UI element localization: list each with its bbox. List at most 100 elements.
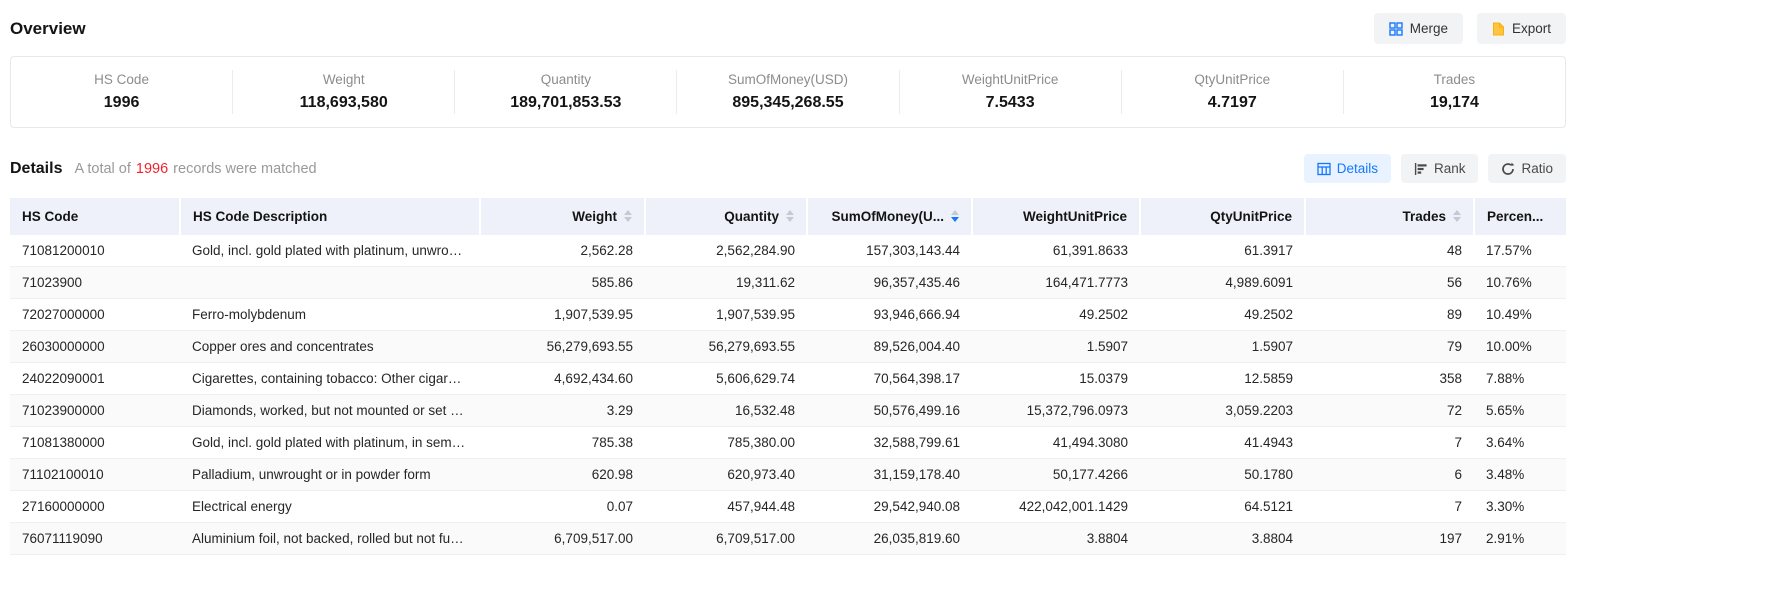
table-cell: 3.30% xyxy=(1474,490,1566,523)
sort-icon[interactable] xyxy=(786,210,794,223)
column-header-label: HS Code Description xyxy=(193,209,328,224)
view-button-ratio[interactable]: Ratio xyxy=(1488,154,1566,183)
table-cell: 31,159,178.40 xyxy=(807,458,972,491)
table-cell: 71081200010 xyxy=(10,235,180,267)
table-cell: Electrical energy xyxy=(180,490,480,523)
table-cell: 96,357,435.46 xyxy=(807,266,972,299)
column-header-label: Trades xyxy=(1402,209,1446,224)
table-row[interactable]: 72027000000 Ferro-molybdenum 1,907,539.95 1… xyxy=(10,298,1566,331)
table-cell: 457,944.48 xyxy=(645,490,807,523)
table-row[interactable]: 27160000000 Electrical energy 0.07 457,944.… xyxy=(10,490,1566,523)
table-cell: 1,907,539.95 xyxy=(480,298,645,331)
export-button[interactable]: Export xyxy=(1476,13,1566,44)
page: Overview Merge Export HS Code 1996 Weight 1… xyxy=(10,0,1566,555)
sort-icon[interactable] xyxy=(951,210,959,223)
table-cell: 1.5907 xyxy=(972,330,1140,363)
summary-card: HS Code 1996 Weight 118,693,580 Quantity 189,… xyxy=(10,56,1566,128)
table-cell: 4,989.6091 xyxy=(1140,266,1305,299)
column-header-hs-code-description: HS Code Description xyxy=(180,198,481,235)
table-cell: 29,542,940.08 xyxy=(807,490,972,523)
summary-stat: HS Code 1996 xyxy=(11,70,234,114)
column-header-label: WeightUnitPrice xyxy=(1022,209,1127,224)
view-button-label: Ratio xyxy=(1521,161,1553,176)
table-cell: 56,279,693.55 xyxy=(480,330,645,363)
matched-suffix: records were matched xyxy=(173,160,317,177)
view-button-label: Rank xyxy=(1433,161,1466,176)
table-cell: 41.4943 xyxy=(1140,426,1305,459)
table-cell: 164,471.7773 xyxy=(972,266,1140,299)
table-cell: 785,380.00 xyxy=(645,426,807,459)
table-body: 71081200010 Gold, incl. gold plated with … xyxy=(10,235,1566,555)
topbar: Overview Merge Export xyxy=(10,0,1566,56)
table-row[interactable]: 71081200010 Gold, incl. gold plated with … xyxy=(10,235,1566,267)
view-button-rank[interactable]: Rank xyxy=(1400,154,1479,183)
table-row[interactable]: 71081380000 Gold, incl. gold plated with … xyxy=(10,426,1566,459)
table-row[interactable]: 26030000000 Copper ores and concentrates 5… xyxy=(10,330,1566,363)
stat-value: 118,693,580 xyxy=(299,94,388,111)
table-cell: 15.0379 xyxy=(972,362,1140,395)
table-cell: 24022090001 xyxy=(10,362,180,395)
ratio-icon xyxy=(1501,162,1515,176)
stat-label: SumOfMoney(USD) xyxy=(727,72,848,87)
table-cell: 72027000000 xyxy=(10,298,180,331)
column-header-label: Quantity xyxy=(724,209,779,224)
column-header-label: SumOfMoney(U... xyxy=(831,209,944,224)
table-cell: 61,391.8633 xyxy=(972,235,1140,267)
table-cell: 64.5121 xyxy=(1140,490,1305,523)
stat-label: Trades xyxy=(1433,72,1476,87)
table-cell: 79 xyxy=(1305,330,1474,363)
summary-stat: Quantity 189,701,853.53 xyxy=(455,70,678,114)
table-row[interactable]: 71023900 585.86 19,311.62 96,357,435.46 164,… xyxy=(10,266,1566,299)
table-header-row: HS Code HS Code Description Weight Quantity… xyxy=(10,198,1566,235)
table-cell: 5.65% xyxy=(1474,394,1566,427)
table-cell: 4,692,434.60 xyxy=(480,362,645,395)
table-cell: Aluminium foil, not backed, rolled but n… xyxy=(180,522,480,555)
table-cell: 7 xyxy=(1305,490,1474,523)
table-cell: 5,606,629.74 xyxy=(645,362,807,395)
table-cell: 6 xyxy=(1305,458,1474,491)
stat-value: 1996 xyxy=(103,94,140,111)
table-cell: 7.88% xyxy=(1474,362,1566,395)
view-button-details[interactable]: Details xyxy=(1303,154,1391,183)
sort-icon[interactable] xyxy=(1453,210,1461,223)
table-row[interactable]: 71023900000 Diamonds, worked, but not mou… xyxy=(10,394,1566,427)
merge-button-label: Merge xyxy=(1409,21,1448,36)
table-cell: 10.76% xyxy=(1474,266,1566,299)
table-row[interactable]: 71102100010 Palladium, unwrought or in po… xyxy=(10,458,1566,491)
table-cell: 15,372,796.0973 xyxy=(972,394,1140,427)
table-cell: 49.2502 xyxy=(1140,298,1305,331)
column-header-trades[interactable]: Trades xyxy=(1305,198,1475,235)
merge-button[interactable]: Merge xyxy=(1373,13,1463,44)
stat-value: 895,345,268.55 xyxy=(732,94,844,111)
table-cell: 3.8804 xyxy=(972,522,1140,555)
table-cell: 71102100010 xyxy=(10,458,180,491)
table-cell: 50.1780 xyxy=(1140,458,1305,491)
table-cell: 48 xyxy=(1305,235,1474,267)
column-header-weight[interactable]: Weight xyxy=(480,198,646,235)
matched-prefix: A total of xyxy=(74,160,131,177)
table-cell: 585.86 xyxy=(480,266,645,299)
table-cell: 2.91% xyxy=(1474,522,1566,555)
column-header-quantity[interactable]: Quantity xyxy=(645,198,808,235)
table-cell: 32,588,799.61 xyxy=(807,426,972,459)
table-cell: 10.49% xyxy=(1474,298,1566,331)
sort-icon[interactable] xyxy=(624,210,632,223)
table-cell: 89 xyxy=(1305,298,1474,331)
table-cell: Diamonds, worked, but not mounted or set… xyxy=(180,394,480,427)
table-cell: 71023900000 xyxy=(10,394,180,427)
summary-stat: Trades 19,174 xyxy=(1344,70,1565,114)
column-header-sumofmoney-u[interactable]: SumOfMoney(U... xyxy=(807,198,973,235)
table-icon xyxy=(1317,162,1331,176)
export-icon xyxy=(1492,22,1505,36)
summary-stat: QtyUnitPrice 4.7197 xyxy=(1122,70,1344,114)
table-cell: 70,564,398.17 xyxy=(807,362,972,395)
table-cell: 6,709,517.00 xyxy=(645,522,807,555)
table-row[interactable]: 24022090001 Cigarettes, containing tobacc… xyxy=(10,362,1566,395)
table-cell: 197 xyxy=(1305,522,1474,555)
table-cell: 422,042,001.1429 xyxy=(972,490,1140,523)
table-cell: 3.8804 xyxy=(1140,522,1305,555)
details-table: HS Code HS Code Description Weight Quantity… xyxy=(10,198,1566,555)
table-row[interactable]: 76071119090 Aluminium foil, not backed, r… xyxy=(10,522,1566,555)
column-header-label: Percen... xyxy=(1487,209,1544,224)
table-cell: Gold, incl. gold plated with platinum, i… xyxy=(180,426,480,459)
